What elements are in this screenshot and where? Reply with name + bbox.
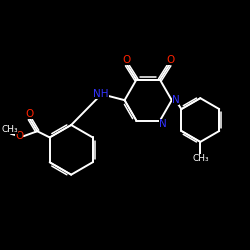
Text: O: O (166, 55, 174, 65)
Text: O: O (26, 109, 34, 119)
Text: CH₃: CH₃ (192, 154, 209, 163)
Text: CH₃: CH₃ (1, 125, 18, 134)
Text: NH: NH (93, 89, 109, 99)
Text: N: N (158, 119, 166, 129)
Text: N: N (172, 95, 179, 105)
Text: O: O (122, 55, 130, 65)
Text: O: O (15, 131, 23, 141)
